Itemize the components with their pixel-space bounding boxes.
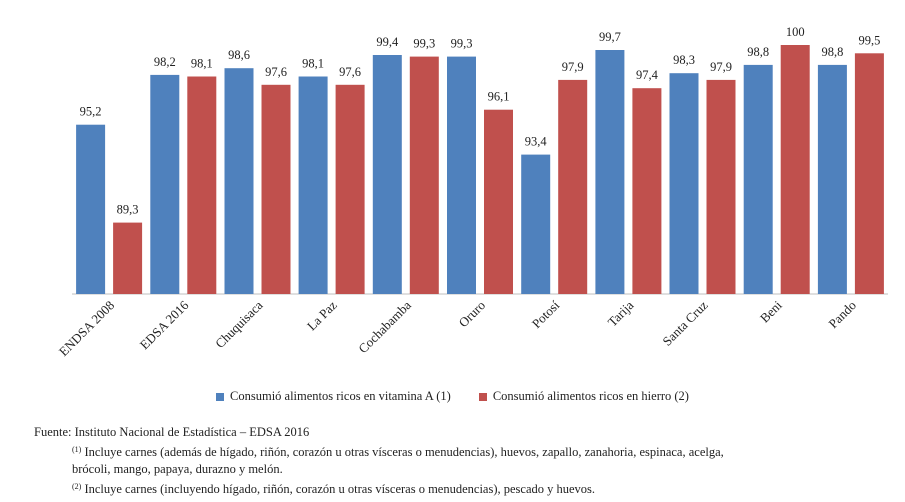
legend: Consumió alimentos ricos en vitamina A (… <box>0 389 905 404</box>
category-label-9: Beni <box>757 297 785 325</box>
source-line: Fuente: Instituto Nacional de Estadístic… <box>34 425 310 439</box>
bar-chart: 95,2 89,3 98,2 98,1 98,6 97,6 98,1 97,6 99,4 99,3… <box>56 25 888 359</box>
data-label-series2-9: 100 <box>786 25 805 39</box>
data-label-series1-5: 99,3 <box>451 37 473 51</box>
bar-series2-9 <box>780 45 810 294</box>
category-label-1: EDSA 2016 <box>137 297 192 352</box>
bar-series1-5 <box>447 56 476 294</box>
footnote-1-line2: brócoli, mango, papaya, durazno y melón. <box>72 462 283 476</box>
category-label-10: Pando <box>825 298 859 332</box>
bar-series2-3 <box>335 84 365 294</box>
legend-label-vitamina-a: Consumió alimentos ricos en vitamina A (… <box>230 389 451 403</box>
bar-series2-4 <box>409 56 439 294</box>
data-label-series2-10: 99,5 <box>858 33 880 47</box>
data-label-series1-1: 98,2 <box>154 55 176 69</box>
data-label-series1-9: 98,8 <box>747 45 769 59</box>
footnote-2-marker: (2) <box>72 482 82 491</box>
bar-series1-6 <box>521 154 551 294</box>
data-label-series2-6: 97,9 <box>562 60 584 74</box>
bar-series1-4 <box>372 55 402 294</box>
bar-series1-7 <box>595 50 625 294</box>
bar-series1-9 <box>743 64 773 295</box>
data-label-series2-3: 97,6 <box>339 65 361 79</box>
bar-series2-8 <box>706 79 736 295</box>
data-label-series2-4: 99,3 <box>413 37 435 51</box>
category-label-7: Tarija <box>605 297 637 329</box>
category-label-0: ENDSA 2008 <box>56 298 117 359</box>
legend-swatch-blue <box>216 392 225 401</box>
data-label-series2-5: 96,1 <box>488 90 510 104</box>
footnote-1: (1) Incluye carnes (además de hígado, ri… <box>34 441 874 478</box>
bar-series1-2 <box>224 68 254 294</box>
bar-series2-6 <box>558 79 588 295</box>
bar-series2-1 <box>187 76 217 294</box>
data-label-series2-1: 98,1 <box>191 57 213 71</box>
bar-series1-0 <box>76 124 106 294</box>
legend-item-vitamina-a: Consumió alimentos ricos en vitamina A (… <box>216 389 451 404</box>
data-label-series1-4: 99,4 <box>376 35 399 49</box>
data-label-series1-3: 98,1 <box>302 57 324 71</box>
data-label-series1-0: 95,2 <box>80 105 102 119</box>
bar-series2-0 <box>113 222 143 294</box>
category-label-5: Oruro <box>456 298 489 331</box>
bar-series2-2 <box>261 84 291 294</box>
legend-label-hierro: Consumió alimentos ricos en hierro (2) <box>492 389 689 403</box>
category-label-3: La Paz <box>304 297 340 333</box>
data-label-series1-2: 98,6 <box>228 48 250 62</box>
legend-swatch-red <box>478 392 487 401</box>
footnote-2: (2) Incluye carnes (incluyendo hígado, r… <box>34 478 874 498</box>
bar-series2-7 <box>632 88 662 294</box>
data-label-series1-8: 98,3 <box>673 53 695 67</box>
bar-series1-3 <box>298 76 328 294</box>
bar-series2-5 <box>484 109 513 294</box>
data-label-series2-8: 97,9 <box>710 60 732 74</box>
data-label-series2-2: 97,6 <box>265 65 287 79</box>
data-label-series2-0: 89,3 <box>117 203 139 217</box>
bar-series1-8 <box>669 73 699 294</box>
category-label-4: Cochabamba <box>355 297 414 356</box>
data-label-series1-7: 99,7 <box>599 30 621 44</box>
bar-series2-10 <box>854 53 884 294</box>
footnote-2-text: Incluye carnes (incluyendo hígado, riñón… <box>84 482 596 496</box>
data-label-series2-7: 97,4 <box>636 68 659 82</box>
data-label-series1-10: 98,8 <box>821 45 843 59</box>
footnotes: Fuente: Instituto Nacional de Estadístic… <box>34 424 874 498</box>
footnote-1-marker: (1) <box>72 445 82 454</box>
footnote-1-line1: Incluye carnes (además de hígado, riñón,… <box>84 445 724 459</box>
data-label-series1-6: 93,4 <box>525 135 548 149</box>
category-label-6: Potosí <box>529 297 563 331</box>
category-label-8: Santa Cruz <box>659 297 710 348</box>
bar-series1-10 <box>817 64 847 295</box>
legend-item-hierro: Consumió alimentos ricos en hierro (2) <box>478 389 689 404</box>
bar-series1-1 <box>150 74 180 295</box>
category-label-2: Chuquisaca <box>212 297 266 351</box>
